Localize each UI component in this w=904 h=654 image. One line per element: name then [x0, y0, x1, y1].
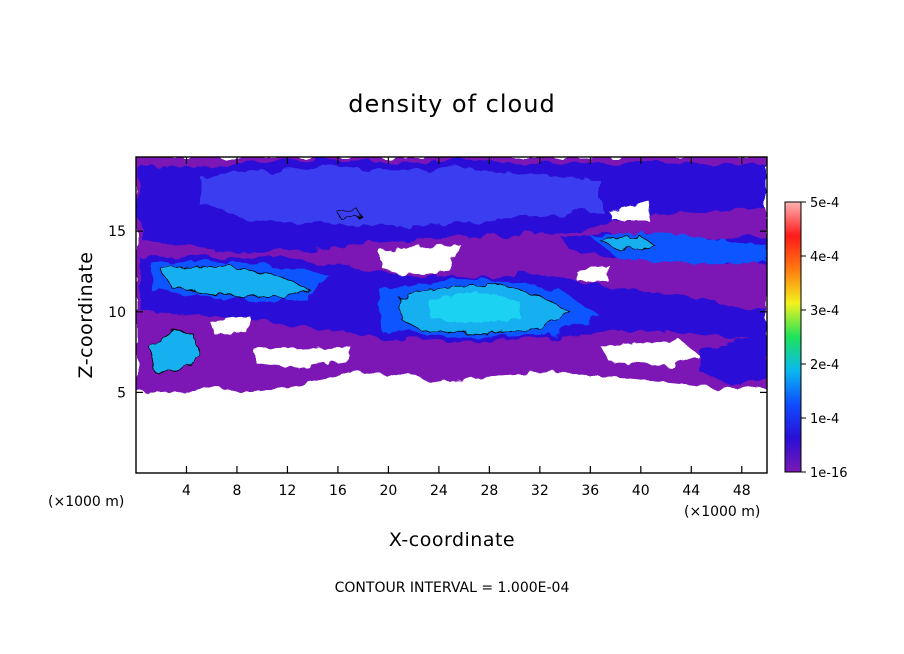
x-tick-label: 16 [329, 483, 347, 499]
contour-interval-label: CONTOUR INTERVAL = 1.000E-04 [335, 580, 570, 596]
colorbar-gradient [785, 202, 801, 472]
colorbar-tick-label: 4e-4 [810, 250, 839, 265]
x-unit-label-right: (×1000 m) [684, 504, 760, 520]
colorbar: 1e-16 1e-4 2e-4 3e-4 4e-4 5e-4 [784, 196, 848, 481]
colorbar-tick-label: 3e-4 [810, 304, 839, 319]
y-axis-title: Z-coordinate [75, 252, 97, 379]
x-tick-label: 24 [430, 483, 448, 499]
x-tick-label: 8 [232, 483, 241, 499]
plot-area [136, 157, 767, 473]
x-unit-label-left: (×1000 m) [48, 494, 124, 510]
x-tick-label: 20 [379, 483, 397, 499]
colorbar-tick-label: 1e-16 [810, 466, 848, 481]
x-tick-label: 36 [581, 483, 599, 499]
x-tick-label: 48 [733, 483, 751, 499]
y-axis-ticks: 5 10 15 [108, 224, 767, 401]
colorbar-tick-label: 1e-4 [810, 412, 839, 427]
y-tick-label: 5 [117, 385, 126, 401]
colorbar-tick-label: 2e-4 [810, 358, 839, 373]
cloud-core-left [160, 266, 310, 298]
x-tick-label: 44 [682, 483, 700, 499]
chart-title: density of cloud [348, 90, 555, 118]
y-tick-label: 10 [108, 305, 126, 321]
y-tick-label: 15 [108, 224, 126, 240]
x-axis-ticks: 4 8 12 16 20 24 28 32 36 40 44 48 [182, 157, 751, 499]
colorbar-tick-label: 5e-4 [810, 196, 839, 211]
x-tick-label: 28 [480, 483, 498, 499]
x-tick-label: 4 [182, 483, 191, 499]
x-axis-title: X-coordinate [389, 529, 515, 551]
x-tick-label: 32 [531, 483, 549, 499]
plot-frame [135, 156, 768, 474]
cloud-core-lower-left [150, 330, 200, 372]
cloud-patch-lower-right [700, 336, 767, 384]
x-tick-label: 40 [632, 483, 650, 499]
x-tick-label: 12 [279, 483, 297, 499]
cloud-gap [610, 202, 650, 220]
